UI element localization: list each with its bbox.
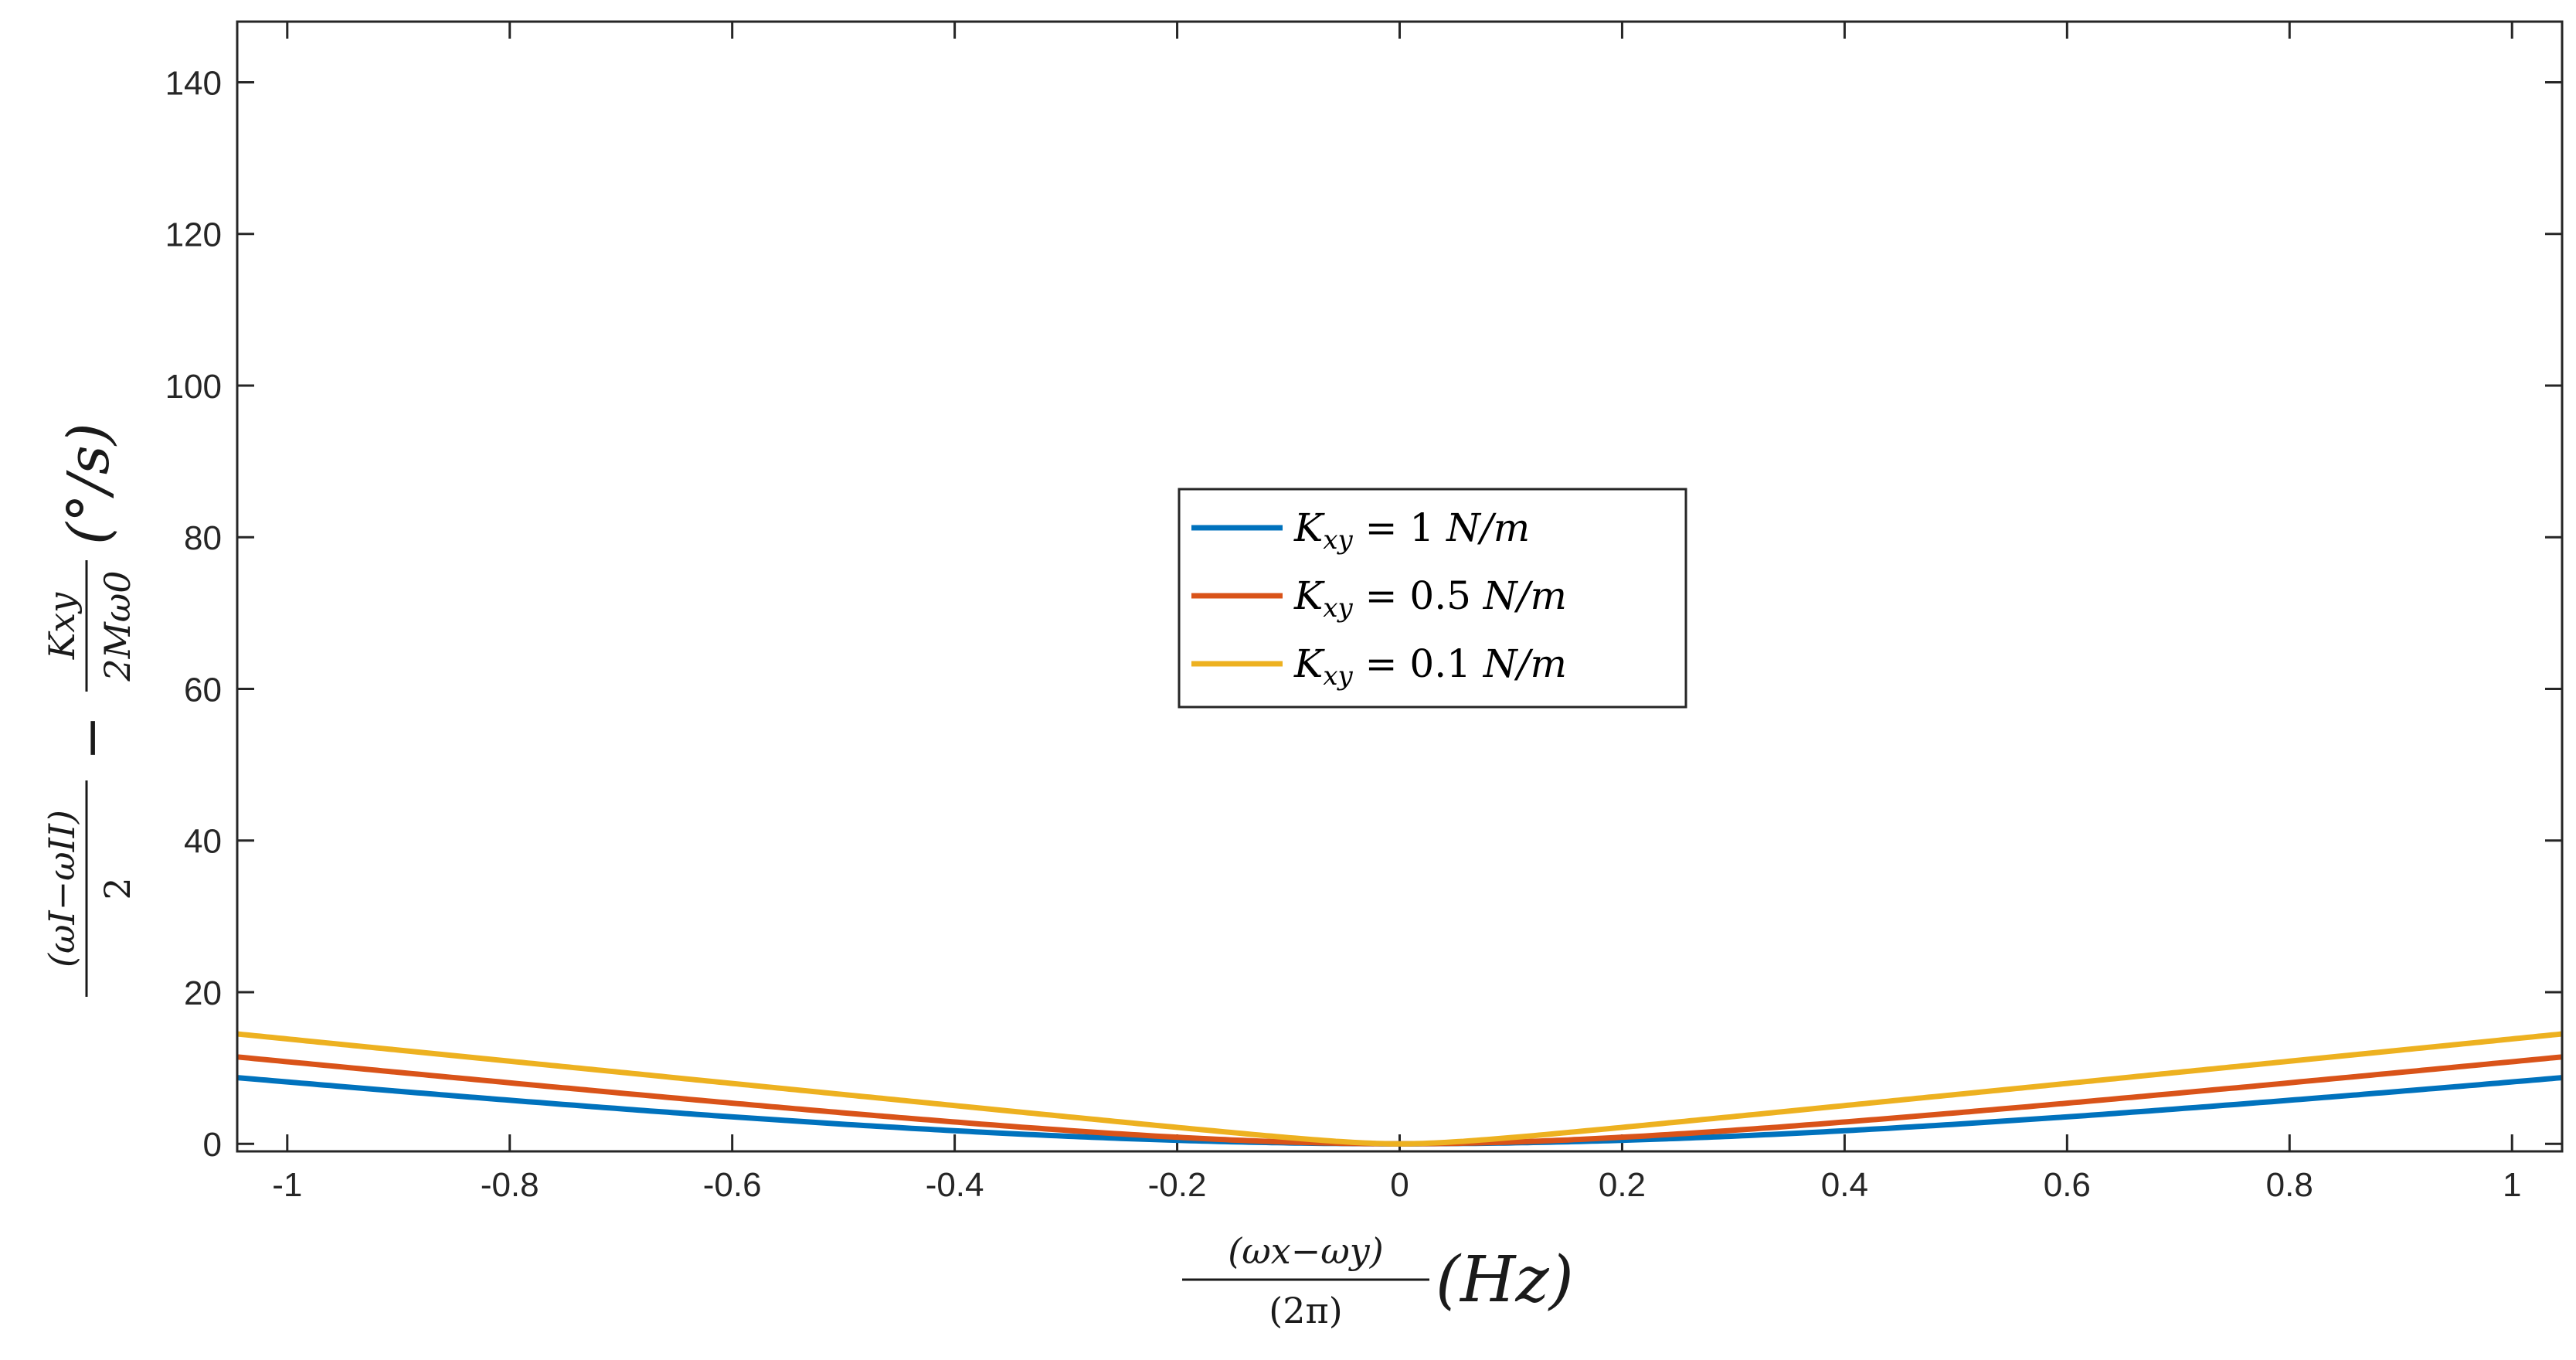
legend-label-kxy-1: Kxy = 1 N/m xyxy=(1293,505,1530,556)
y-tick-labels: 0 20 40 60 80 100 120 140 xyxy=(165,64,222,1164)
x-tick-label: 0.4 xyxy=(1821,1166,1868,1204)
y-tick-label: 140 xyxy=(165,64,222,102)
y-axis-label: (ωI−ωII) 2 − Kxy 2Mω0 (°/s) xyxy=(41,423,138,997)
x-tick-label: -0.8 xyxy=(481,1166,539,1204)
axes-box xyxy=(236,20,2564,1153)
legend: Kxy = 1 N/m Kxy = 0.5 N/m Kxy = 0.1 N/m xyxy=(1178,488,1687,709)
x-tick-label: 1 xyxy=(2503,1166,2521,1204)
x-tick-label: -0.2 xyxy=(1148,1166,1207,1204)
x-label-denominator: (2π) xyxy=(1269,1290,1342,1331)
y-tick-label: 0 xyxy=(203,1126,222,1164)
y-tick-label: 40 xyxy=(184,823,222,861)
series-lines xyxy=(236,1031,2563,1147)
x-tick-label: 0.2 xyxy=(1599,1166,1646,1204)
x-tick-label: -1 xyxy=(272,1166,302,1204)
x-tick-label: -0.4 xyxy=(926,1166,984,1204)
x-tick-label: 0.8 xyxy=(2266,1166,2313,1204)
y-tick-label: 60 xyxy=(184,671,222,709)
x-label-unit: (Hz) xyxy=(1436,1243,1574,1317)
y-label-frac2-numerator: Kxy xyxy=(41,592,83,660)
legend-label-kxy-0.5: Kxy = 0.5 N/m xyxy=(1293,573,1567,624)
legend-entry-kxy-1: Kxy = 1 N/m xyxy=(1191,505,1530,556)
x-tick-label: -0.6 xyxy=(703,1166,762,1204)
y-tick-label: 120 xyxy=(165,216,222,254)
x-axis-label: (ωx−ωy) (2π) (Hz) xyxy=(1182,1230,1574,1331)
legend-entry-kxy-0.5: Kxy = 0.5 N/m xyxy=(1191,573,1567,624)
y-label-frac1-numerator: (ωI−ωII) xyxy=(41,810,83,967)
series-line-kxy-=-0.1-n-m xyxy=(236,1031,2563,1147)
x-label-numerator: (ωx−ωy) xyxy=(1228,1230,1383,1272)
y-label-frac2-denominator: 2Mω0 xyxy=(97,570,138,682)
y-tick-label: 20 xyxy=(184,974,222,1012)
legend-entry-kxy-0.1: Kxy = 0.1 N/m xyxy=(1191,641,1567,692)
y-label-unit: (°/s) xyxy=(56,423,122,545)
y-label-minus: − xyxy=(59,716,123,761)
legend-label-kxy-0.1: Kxy = 0.1 N/m xyxy=(1293,641,1567,692)
y-tick-label: 80 xyxy=(184,519,222,557)
x-tick-label: 0.6 xyxy=(2044,1166,2091,1204)
x-tick-label: 0 xyxy=(1390,1166,1409,1204)
y-tick-label: 100 xyxy=(165,368,222,406)
y-label-frac1-denominator: 2 xyxy=(97,877,138,899)
x-tick-labels: -1 -0.8 -0.6 -0.4 -0.2 0 0.2 0.4 0.6 0.8 1 xyxy=(272,1166,2521,1204)
